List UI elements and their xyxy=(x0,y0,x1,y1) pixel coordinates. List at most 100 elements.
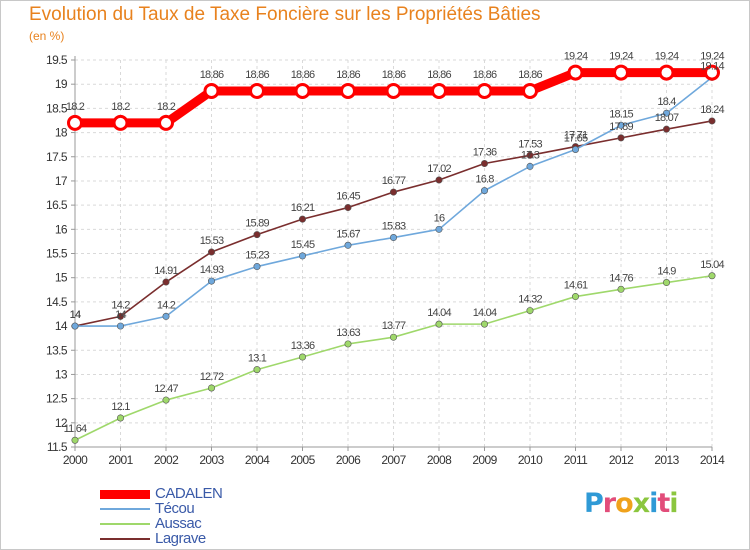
data-point-tecou xyxy=(344,241,352,249)
x-tick-label: 2008 xyxy=(427,453,452,467)
data-label-tecou: 16.8 xyxy=(475,174,494,186)
y-tick-label: 16 xyxy=(55,222,68,236)
y-tick-label: 13.5 xyxy=(46,343,68,357)
data-label-aussac: 13.1 xyxy=(248,353,267,365)
x-tick-label: 2005 xyxy=(290,453,315,467)
legend-label-lagrave: Lagrave xyxy=(155,530,206,547)
data-point-tecou xyxy=(617,121,625,129)
y-tick-label: 12 xyxy=(55,416,68,430)
data-label-tecou: 15.23 xyxy=(245,250,269,262)
data-label-aussac: 14.32 xyxy=(518,294,542,306)
y-tick-label: 19.5 xyxy=(46,53,68,67)
legend-item-tecou: Técou xyxy=(100,500,300,517)
data-label-aussac: 14.04 xyxy=(427,307,451,319)
data-point-tecou xyxy=(435,225,443,233)
data-point-lagrave xyxy=(662,125,670,133)
data-point-cadalen xyxy=(704,64,720,81)
data-label-aussac: 13.63 xyxy=(336,327,360,339)
data-label-cadalen: 19.24 xyxy=(655,51,679,63)
data-label-cadalen: 18.2 xyxy=(111,101,130,113)
data-point-lagrave xyxy=(253,231,261,239)
data-point-cadalen xyxy=(385,82,402,99)
data-label-aussac: 12.1 xyxy=(111,401,130,413)
data-point-aussac xyxy=(435,320,443,328)
data-point-aussac xyxy=(480,320,488,328)
data-point-tecou xyxy=(253,263,261,271)
data-label-lagrave: 15.89 xyxy=(245,218,269,230)
data-label-aussac: 11.64 xyxy=(64,423,87,435)
data-point-tecou xyxy=(571,145,579,153)
y-tick-label: 18 xyxy=(55,126,68,140)
data-point-tecou xyxy=(208,277,216,285)
data-label-lagrave: 15.53 xyxy=(200,235,224,247)
y-tick-label: 14 xyxy=(55,319,68,333)
data-point-cadalen xyxy=(249,82,265,99)
data-point-tecou xyxy=(662,109,670,117)
data-point-lagrave xyxy=(617,134,625,142)
data-point-aussac xyxy=(662,279,670,287)
data-point-tecou xyxy=(526,162,534,170)
data-label-lagrave: 14 xyxy=(70,309,81,321)
data-label-aussac: 14.04 xyxy=(473,307,497,319)
y-unit-label: (en %) xyxy=(29,29,65,43)
data-label-aussac: 14.76 xyxy=(609,272,633,284)
data-point-aussac xyxy=(344,340,352,348)
data-label-tecou: 15.83 xyxy=(382,221,406,233)
data-point-lagrave xyxy=(117,312,125,320)
data-label-lagrave: 14.2 xyxy=(111,299,130,311)
data-point-cadalen xyxy=(112,114,129,131)
data-label-cadalen: 18.86 xyxy=(382,69,406,81)
data-point-aussac xyxy=(71,436,79,444)
proxiti-logo: Proxiti xyxy=(584,488,679,519)
data-label-cadalen: 18.86 xyxy=(518,69,542,81)
data-point-cadalen xyxy=(203,82,220,99)
data-label-lagrave: 17.02 xyxy=(427,163,451,175)
x-tick-label: 2007 xyxy=(381,453,406,467)
data-label-lagrave: 18.24 xyxy=(700,104,724,116)
data-label-cadalen: 18.86 xyxy=(427,69,451,81)
data-point-aussac xyxy=(571,293,579,301)
y-tick-label: 17 xyxy=(55,174,68,188)
legend: CADALEN Técou Aussac Lagrave xyxy=(100,485,300,547)
y-tick-label: 15 xyxy=(55,271,68,285)
data-point-cadalen xyxy=(294,82,311,99)
data-point-lagrave xyxy=(344,204,352,212)
data-point-aussac xyxy=(526,307,534,315)
data-label-tecou: 19.14 xyxy=(700,60,724,72)
data-point-cadalen xyxy=(340,82,356,99)
data-point-cadalen xyxy=(613,64,629,81)
data-point-cadalen xyxy=(522,82,538,99)
y-tick-label: 19 xyxy=(55,77,68,91)
line-chart: 11.51212.51313.51414.51515.51616.51717.5… xyxy=(46,51,726,467)
logo-letter: P xyxy=(584,488,604,519)
data-label-tecou: 16 xyxy=(434,212,445,224)
data-label-tecou: 18.4 xyxy=(657,96,676,108)
logo-letter: o xyxy=(615,488,634,519)
data-label-lagrave: 16.45 xyxy=(336,191,360,203)
data-label-aussac: 14.61 xyxy=(564,280,588,292)
data-label-cadalen: 18.2 xyxy=(157,101,176,113)
data-label-cadalen: 18.86 xyxy=(336,69,360,81)
logo-letter: i xyxy=(649,488,658,519)
chart-title: Evolution du Taux de Taxe Foncière sur l… xyxy=(29,4,541,25)
data-point-cadalen xyxy=(431,82,447,99)
y-tick-label: 15.5 xyxy=(46,247,68,261)
data-label-tecou: 17.65 xyxy=(564,132,588,144)
data-point-lagrave xyxy=(435,176,443,184)
legend-label-aussac: Aussac xyxy=(155,515,202,532)
data-point-lagrave xyxy=(162,278,170,286)
data-point-cadalen xyxy=(67,114,83,131)
data-point-cadalen xyxy=(476,82,493,99)
y-tick-label: 13 xyxy=(55,367,68,381)
data-point-tecou xyxy=(389,234,397,242)
data-point-aussac xyxy=(617,285,625,293)
data-label-cadalen: 19.24 xyxy=(609,51,633,63)
legend-swatch-cadalen xyxy=(100,490,150,499)
data-point-cadalen xyxy=(158,114,174,131)
data-label-aussac: 12.47 xyxy=(154,383,178,395)
x-tick-label: 2009 xyxy=(472,453,497,467)
x-tick-label: 2010 xyxy=(518,453,543,467)
data-point-aussac xyxy=(208,384,216,392)
legend-swatch-aussac xyxy=(100,523,150,525)
legend-item-cadalen: CADALEN xyxy=(100,485,300,502)
